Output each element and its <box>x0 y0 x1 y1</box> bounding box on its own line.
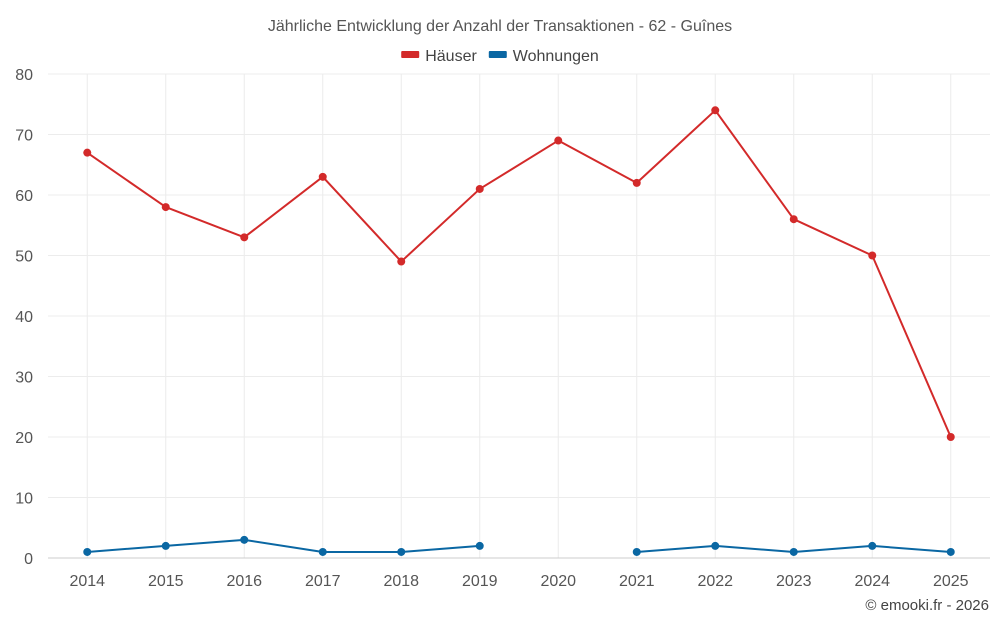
data-point[interactable] <box>240 233 249 242</box>
y-tick-label: 0 <box>24 551 33 568</box>
legend-label: Wohnungen <box>513 48 599 65</box>
credit-text: © emooki.fr - 2026 <box>865 597 989 614</box>
data-point[interactable] <box>868 541 877 550</box>
data-point[interactable] <box>240 535 249 544</box>
y-tick-label: 40 <box>15 309 33 326</box>
x-tick-label: 2014 <box>69 573 105 590</box>
x-tick-label: 2024 <box>854 573 890 590</box>
y-tick-label: 80 <box>15 67 33 84</box>
y-tick-label: 70 <box>15 128 33 145</box>
x-tick-label: 2023 <box>776 573 812 590</box>
series <box>83 106 955 556</box>
legend-item[interactable]: Wohnungen <box>488 48 599 65</box>
y-tick-label: 30 <box>15 370 33 387</box>
chart-title: Jährliche Entwicklung der Anzahl der Tra… <box>268 18 732 35</box>
x-tick-label: 2016 <box>226 573 262 590</box>
data-point[interactable] <box>318 172 327 181</box>
data-point[interactable] <box>397 547 406 556</box>
data-point[interactable] <box>475 184 484 193</box>
data-point[interactable] <box>475 541 484 550</box>
x-tick-label: 2021 <box>619 573 655 590</box>
y-tick-label: 20 <box>15 430 33 447</box>
data-point[interactable] <box>632 547 641 556</box>
x-tick-label: 2018 <box>383 573 419 590</box>
legend: Häuser Wohnungen <box>401 48 599 65</box>
data-point[interactable] <box>789 547 798 556</box>
data-point[interactable] <box>632 178 641 187</box>
x-tick-label: 2022 <box>697 573 733 590</box>
series-line <box>87 538 480 553</box>
x-tick-label: 2015 <box>148 573 184 590</box>
x-tick-label: 2020 <box>540 573 576 590</box>
data-point[interactable] <box>946 547 955 556</box>
axes: 0 10 20 30 40 50 60 70 80 2014 2015 2016 2017 2018 201… <box>15 67 990 590</box>
series-line <box>86 109 952 438</box>
data-point[interactable] <box>711 106 720 115</box>
data-point[interactable] <box>397 257 406 266</box>
x-tick-label: 2025 <box>933 573 969 590</box>
data-point[interactable] <box>161 541 170 550</box>
data-point[interactable] <box>554 136 563 145</box>
data-point[interactable] <box>789 215 798 224</box>
data-point[interactable] <box>711 541 720 550</box>
data-point[interactable] <box>318 547 327 556</box>
legend-swatch <box>488 51 507 58</box>
grid <box>48 73 990 558</box>
legend-label: Häuser <box>425 48 477 65</box>
series-1 <box>83 535 955 556</box>
x-tick-label: 2017 <box>305 573 341 590</box>
data-point[interactable] <box>868 251 877 260</box>
y-tick-label: 10 <box>15 491 33 508</box>
legend-item[interactable]: Häuser <box>401 48 477 65</box>
x-tick-label: 2019 <box>462 573 498 590</box>
data-point[interactable] <box>83 547 92 556</box>
y-tick-label: 50 <box>15 249 33 266</box>
y-tick-label: 60 <box>15 188 33 205</box>
data-point[interactable] <box>946 433 955 441</box>
data-point[interactable] <box>83 148 92 157</box>
series-0 <box>83 106 955 441</box>
data-point[interactable] <box>161 203 170 212</box>
legend-swatch <box>401 51 420 58</box>
